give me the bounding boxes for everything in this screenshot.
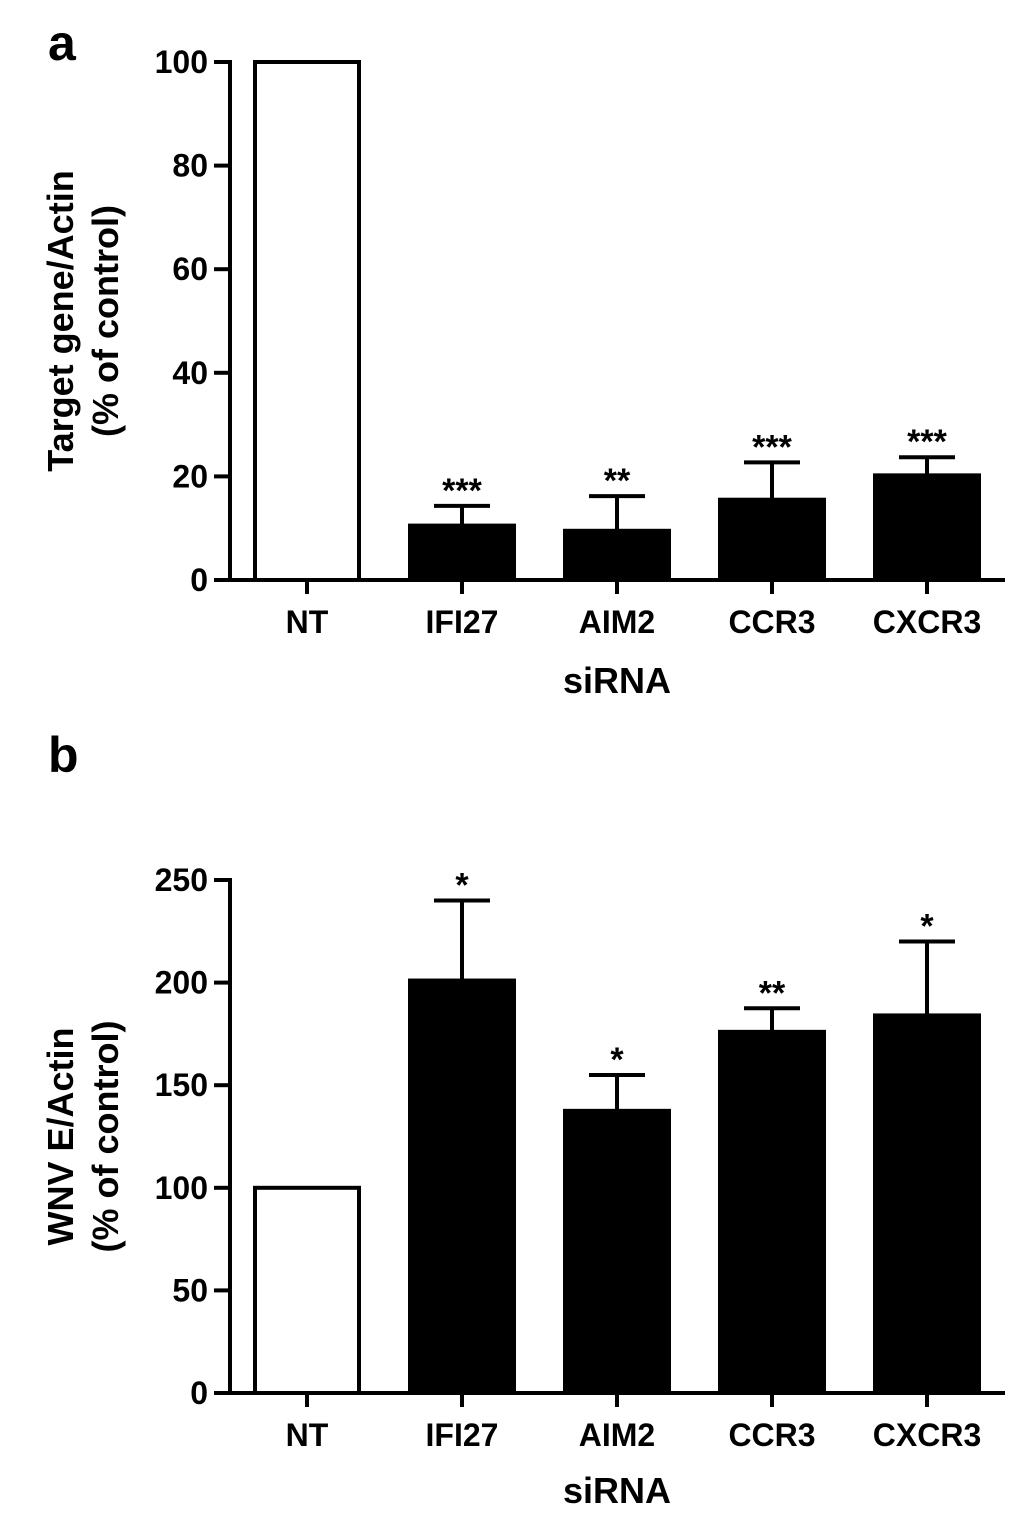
y-axis-title-line2: (% of control) [85,205,126,437]
category-label: CCR3 [728,604,815,640]
y-tick-label: 50 [172,1272,208,1308]
category-label: IFI27 [426,1417,499,1453]
panel-label: a [48,15,77,71]
y-tick-label: 40 [172,355,208,391]
category-label: AIM2 [579,604,655,640]
bar-ifi27 [408,978,516,1395]
bar-aim2 [563,1108,671,1395]
y-tick-label: 20 [172,458,208,494]
bar-aim2 [563,528,671,582]
x-axis-title: siRNA [563,1470,671,1511]
panel-label: b [48,727,79,783]
bar-ccr3 [718,1029,826,1396]
bar-ifi27 [408,523,516,582]
y-tick-label: 150 [155,1067,208,1103]
chart-panel-a: a 0 20 40 60 80 100 NT *** IFI27 ** AIM2 *** CCR3 *** C… [40,15,1005,701]
significance-label: *** [752,428,792,466]
bar-nt [253,60,361,582]
bar-cxcr3 [873,473,981,583]
chart-panel-b: b 0 50 100 150 200 250 NT * IFI27 * AIM2 ** CCR3 * CXCR… [40,727,1005,1511]
y-tick-label: 250 [155,862,208,898]
y-tick-label: 0 [190,1375,208,1411]
y-tick-label: 80 [172,148,208,184]
y-axis-title-line1: Target gene/Actin [40,170,81,471]
significance-label: * [455,867,469,905]
category-label: CXCR3 [873,604,981,640]
significance-label: ** [759,974,786,1012]
category-label: NT [286,604,329,640]
y-tick-label: 60 [172,251,208,287]
bar-cxcr3 [873,1013,981,1395]
significance-label: ** [604,462,631,500]
y-tick-label: 0 [190,562,208,598]
y-tick-label: 100 [155,1170,208,1206]
category-label: CCR3 [728,1417,815,1453]
significance-label: * [610,1041,624,1079]
category-label: IFI27 [426,604,499,640]
significance-label: *** [907,423,947,461]
bar-nt [253,1185,361,1396]
significance-label: *** [442,472,482,510]
significance-label: * [920,908,934,946]
bar-ccr3 [718,497,826,582]
x-axis-title: siRNA [563,660,671,701]
category-label: CXCR3 [873,1417,981,1453]
y-axis-title-line1: WNV E/Actin [40,1027,81,1245]
y-tick-label: 200 [155,965,208,1001]
y-axis-title-line2: (% of control) [85,1021,126,1253]
y-tick-label: 100 [155,44,208,80]
category-label: NT [286,1417,329,1453]
category-label: AIM2 [579,1417,655,1453]
